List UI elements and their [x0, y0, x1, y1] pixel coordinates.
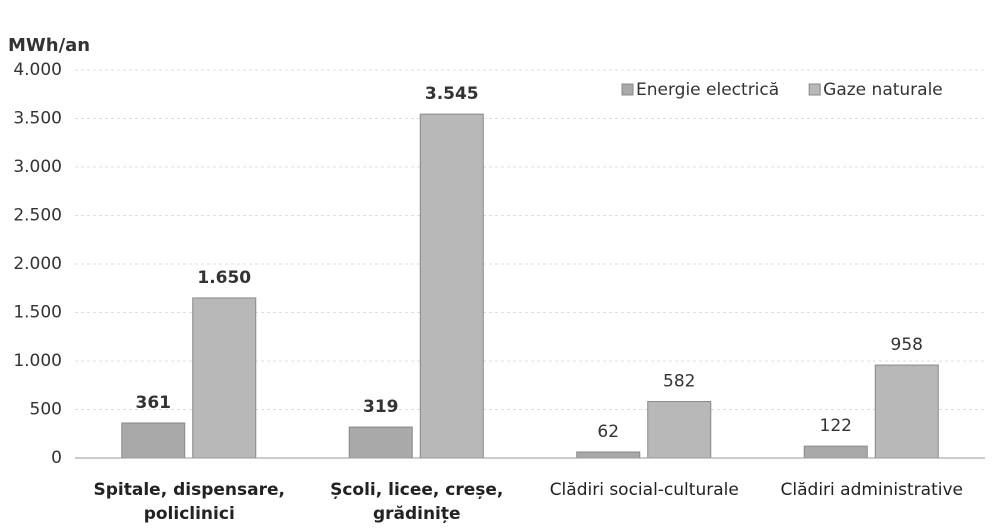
y-tick-label: 2.000 [13, 254, 62, 274]
bar [647, 401, 712, 459]
bar [348, 426, 413, 459]
bar [803, 445, 868, 459]
legend-swatch [621, 83, 634, 96]
data-label: 1.650 [197, 268, 251, 288]
y-tick-label: 2.500 [13, 206, 62, 226]
y-tick-label: 3.000 [13, 157, 62, 177]
y-tick-label: 500 [30, 400, 62, 420]
legend-label: Energie electrică [636, 80, 779, 100]
data-label: 3.545 [425, 84, 479, 104]
bar [874, 364, 939, 459]
y-tick-label: 3.500 [13, 109, 62, 129]
data-label: 122 [820, 416, 852, 436]
bar [576, 451, 641, 459]
x-tick-label: Clădiri administrative [780, 480, 963, 500]
legend-swatch [808, 83, 821, 96]
data-label: 62 [597, 422, 619, 442]
bar [192, 297, 257, 459]
x-tick-label: Clădiri social-culturale [549, 480, 739, 500]
legend-label: Gaze naturale [823, 80, 943, 100]
bar [419, 113, 484, 459]
x-tick-label: Spitale, dispensare, policlinici [93, 480, 285, 524]
y-tick-label: 0 [51, 448, 62, 468]
data-label: 958 [891, 335, 923, 355]
data-label: 582 [663, 372, 695, 392]
data-label: 361 [136, 393, 172, 413]
y-axis-label: MWh/an [8, 35, 90, 56]
x-tick-label: Școli, licee, creșe, grădinițe [330, 480, 504, 524]
bar [121, 422, 186, 459]
y-tick-label: 1.000 [13, 351, 62, 371]
data-label: 319 [363, 397, 399, 417]
y-tick-label: 1.500 [13, 303, 62, 323]
y-tick-label: 4.000 [13, 60, 62, 80]
